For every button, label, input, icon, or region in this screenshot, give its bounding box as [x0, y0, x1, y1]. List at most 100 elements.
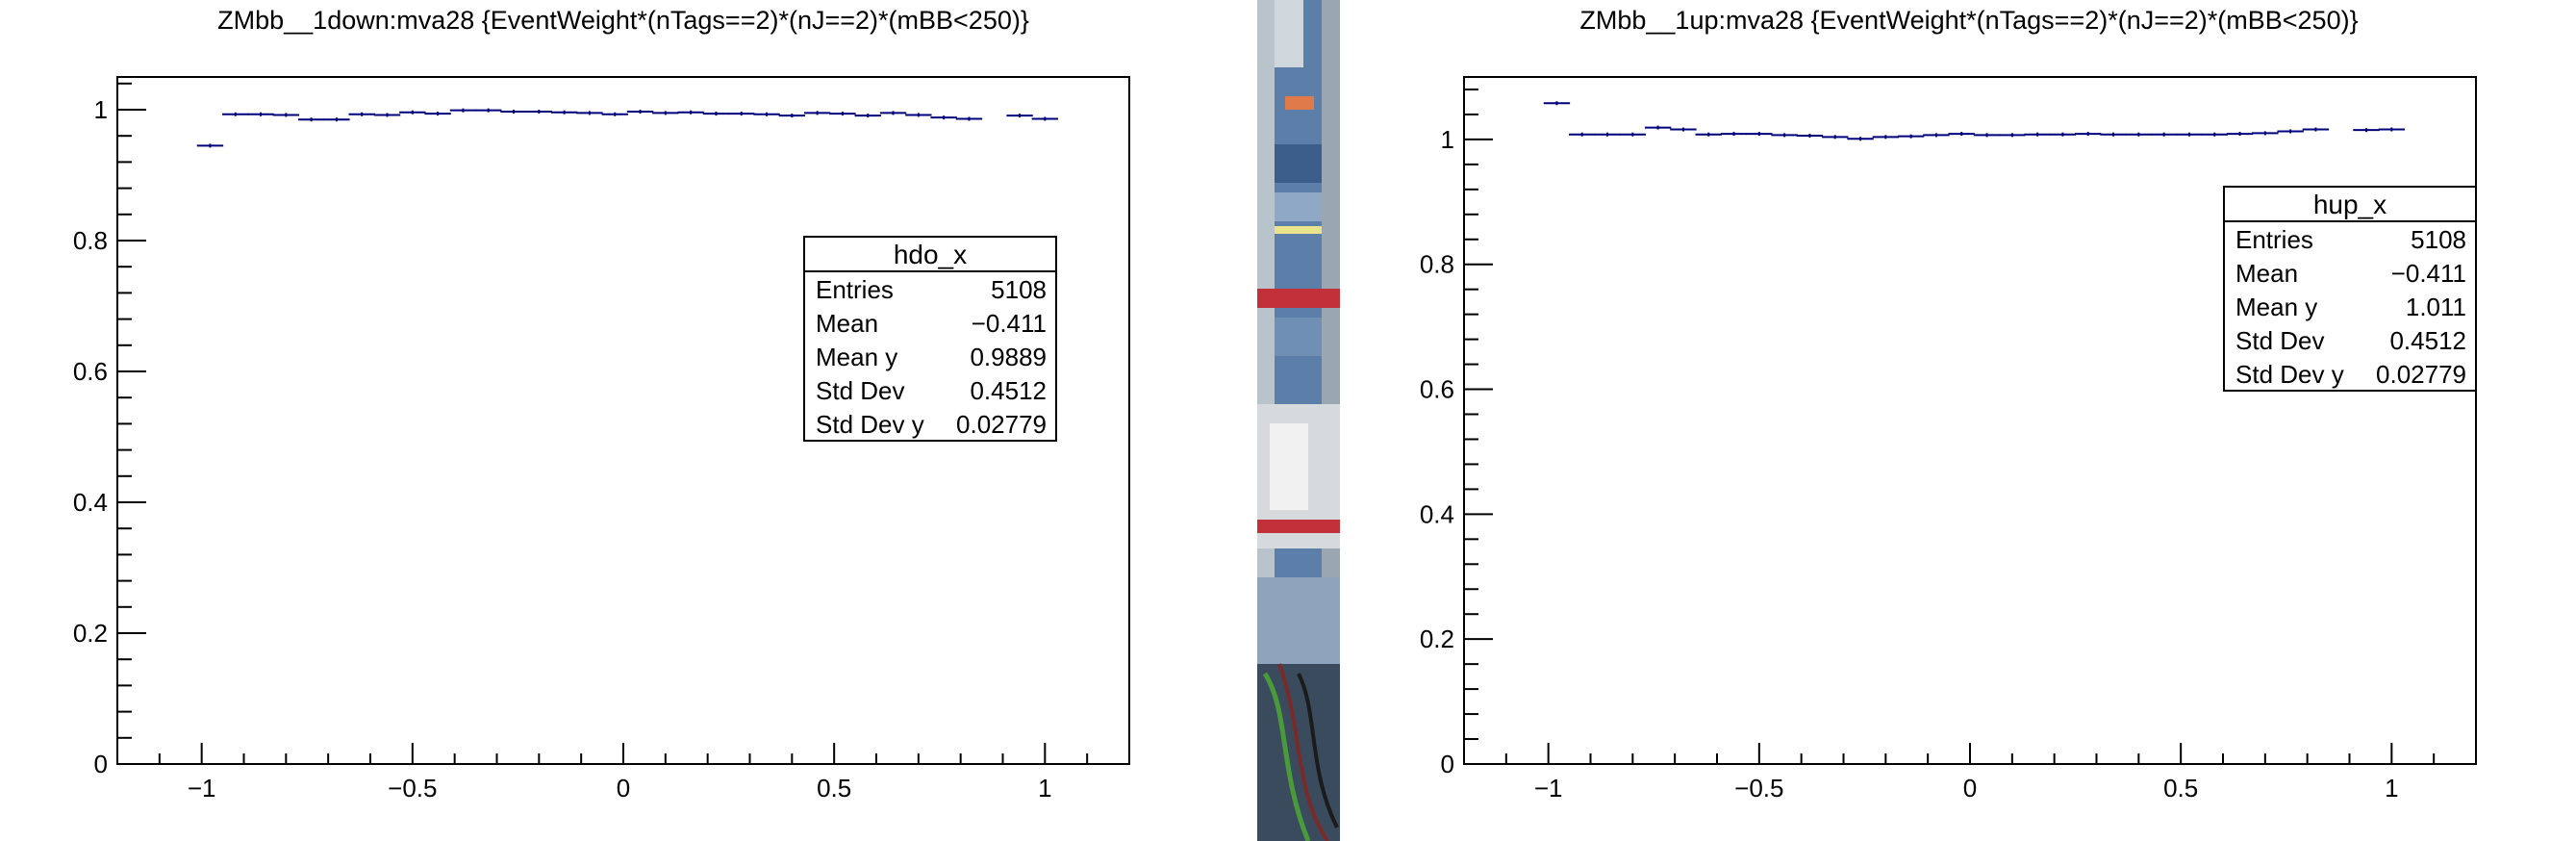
data-point	[626, 110, 654, 115]
stats-row-value: 5108	[991, 275, 1047, 304]
y-tick-label: 0.8	[1420, 250, 1454, 279]
data-point	[348, 112, 375, 116]
data-point	[1594, 132, 1621, 137]
data-point	[424, 112, 451, 116]
y-tick-label: 0.6	[73, 357, 108, 386]
y-tick-label: 1	[94, 95, 108, 124]
data-point	[247, 112, 274, 116]
data-point	[2252, 131, 2279, 136]
data-point	[2302, 127, 2330, 132]
chart-left-markers	[196, 108, 1059, 148]
data-point	[854, 114, 881, 118]
stats-row-value: 0.9889	[970, 343, 1047, 371]
data-point	[1695, 132, 1722, 137]
data-point	[2176, 132, 2203, 137]
chart-left-title: ZMbb__1down:mva28 {EventWeight*(nTags==2…	[217, 6, 1029, 35]
data-point	[1619, 132, 1647, 137]
x-tick-label: −1	[188, 774, 216, 803]
stats-row-label: Std Dev	[2235, 326, 2325, 355]
data-point	[1973, 133, 2001, 138]
y-tick-label: 0	[94, 750, 108, 778]
data-point	[905, 113, 932, 117]
stats-row-value: 0.4512	[2389, 326, 2466, 355]
data-point	[1796, 134, 1824, 139]
y-tick-label: 0.6	[1420, 375, 1454, 404]
data-point	[2353, 128, 2380, 133]
stats-row-label: Mean	[2235, 259, 2298, 288]
x-tick-label: −0.5	[388, 774, 437, 803]
data-point	[576, 111, 603, 115]
data-point	[1923, 133, 1950, 138]
data-point	[297, 117, 325, 122]
data-point	[373, 113, 401, 117]
data-point	[1644, 125, 1672, 130]
stats-row-label: Mean	[816, 309, 878, 338]
data-point	[1569, 132, 1596, 137]
x-tick-label: 1	[1038, 774, 1051, 803]
data-point	[550, 110, 578, 115]
x-tick-label: −1	[1534, 774, 1563, 803]
y-tick-label: 0.2	[73, 619, 108, 648]
stats-box-title: hdo_x	[894, 240, 967, 269]
stats-box-title: hup_x	[2313, 190, 2387, 219]
data-point	[1948, 132, 1975, 137]
data-point	[500, 110, 527, 115]
stats-row-value: 0.02779	[956, 410, 1047, 439]
data-point	[1847, 137, 1874, 141]
data-point	[2125, 132, 2153, 137]
data-point	[399, 110, 426, 115]
x-tick-label: 0	[617, 774, 630, 803]
data-point	[1999, 133, 2026, 138]
data-point	[323, 117, 350, 122]
data-point	[1543, 101, 1571, 106]
stats-row-label: Std Dev	[816, 376, 905, 405]
data-point	[2201, 132, 2228, 137]
x-tick-label: 0.5	[2163, 774, 2198, 803]
stats-row-value: −0.411	[972, 309, 1047, 338]
y-tick-label: 1	[1441, 125, 1454, 154]
chart-right-ticks: −1 −0.5 0 0.5 1 0 0.2 0.4 0.6 0.8 1	[1420, 88, 2436, 803]
data-point	[1746, 132, 1773, 137]
data-point	[601, 112, 628, 116]
y-tick-label: 0.2	[1420, 624, 1454, 653]
stats-row-label: Mean y	[816, 343, 897, 371]
data-point	[2378, 127, 2406, 132]
chart-right-frame	[1463, 76, 2477, 765]
data-point	[1720, 132, 1748, 137]
stats-row-label: Std Dev y	[2235, 360, 2344, 389]
chart-right-markers	[1543, 101, 2406, 141]
data-point	[2277, 129, 2304, 134]
data-point	[879, 111, 907, 115]
data-point	[2226, 132, 2254, 137]
chart-right-title: ZMbb__1up:mva28 {EventWeight*(nTags==2)*…	[1579, 6, 2358, 35]
y-tick-label: 0.4	[1420, 499, 1454, 528]
stats-row-label: Entries	[2235, 225, 2313, 254]
data-point	[1822, 135, 1849, 140]
photo-strip	[1257, 0, 1340, 841]
chart-left: ZMbb__1down:mva28 {EventWeight*(nTags==2…	[73, 6, 1130, 803]
data-point	[2024, 132, 2051, 137]
data-point	[196, 143, 224, 148]
data-point	[1872, 135, 1900, 140]
data-point	[2150, 132, 2178, 137]
data-point	[1897, 134, 1925, 139]
stats-row-value: 5108	[2411, 225, 2466, 254]
data-point	[778, 114, 806, 118]
y-tick-label: 0	[1441, 750, 1454, 778]
data-point	[955, 116, 983, 121]
data-point	[803, 111, 831, 115]
data-point	[829, 112, 856, 116]
y-tick-label: 0.4	[73, 488, 108, 517]
data-point	[2049, 132, 2077, 137]
data-point	[1771, 133, 1798, 138]
stats-row-label: Entries	[816, 275, 894, 304]
data-point	[1670, 127, 1697, 132]
data-point	[753, 112, 780, 116]
data-point	[2075, 132, 2102, 137]
data-point	[525, 110, 553, 115]
y-tick-label: 0.8	[73, 226, 108, 255]
data-point	[475, 108, 502, 113]
stats-row-value: 1.011	[2406, 293, 2466, 321]
